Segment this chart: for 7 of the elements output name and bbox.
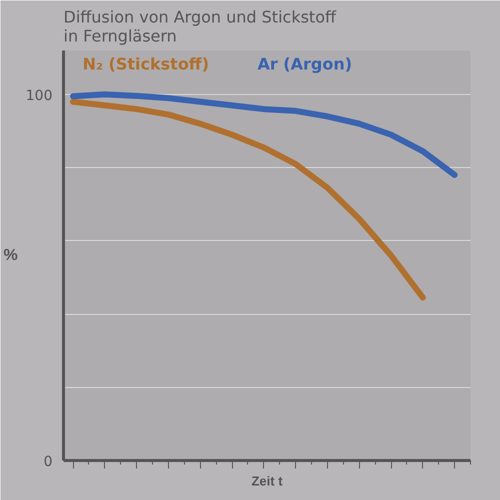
text: Ar (Argon) — [257, 54, 352, 74]
series-label: N₂ (Stickstoff) — [82, 54, 210, 74]
x-axis-title: Zeit t — [251, 474, 284, 488]
y-tick-label: 100 — [26, 88, 53, 104]
chart-title: Diffusion von Argon und Stickstoff in Ferngläsern — [64, 8, 337, 46]
y-axis-title: % — [4, 247, 18, 264]
y-tick-label: 0 — [44, 454, 53, 470]
